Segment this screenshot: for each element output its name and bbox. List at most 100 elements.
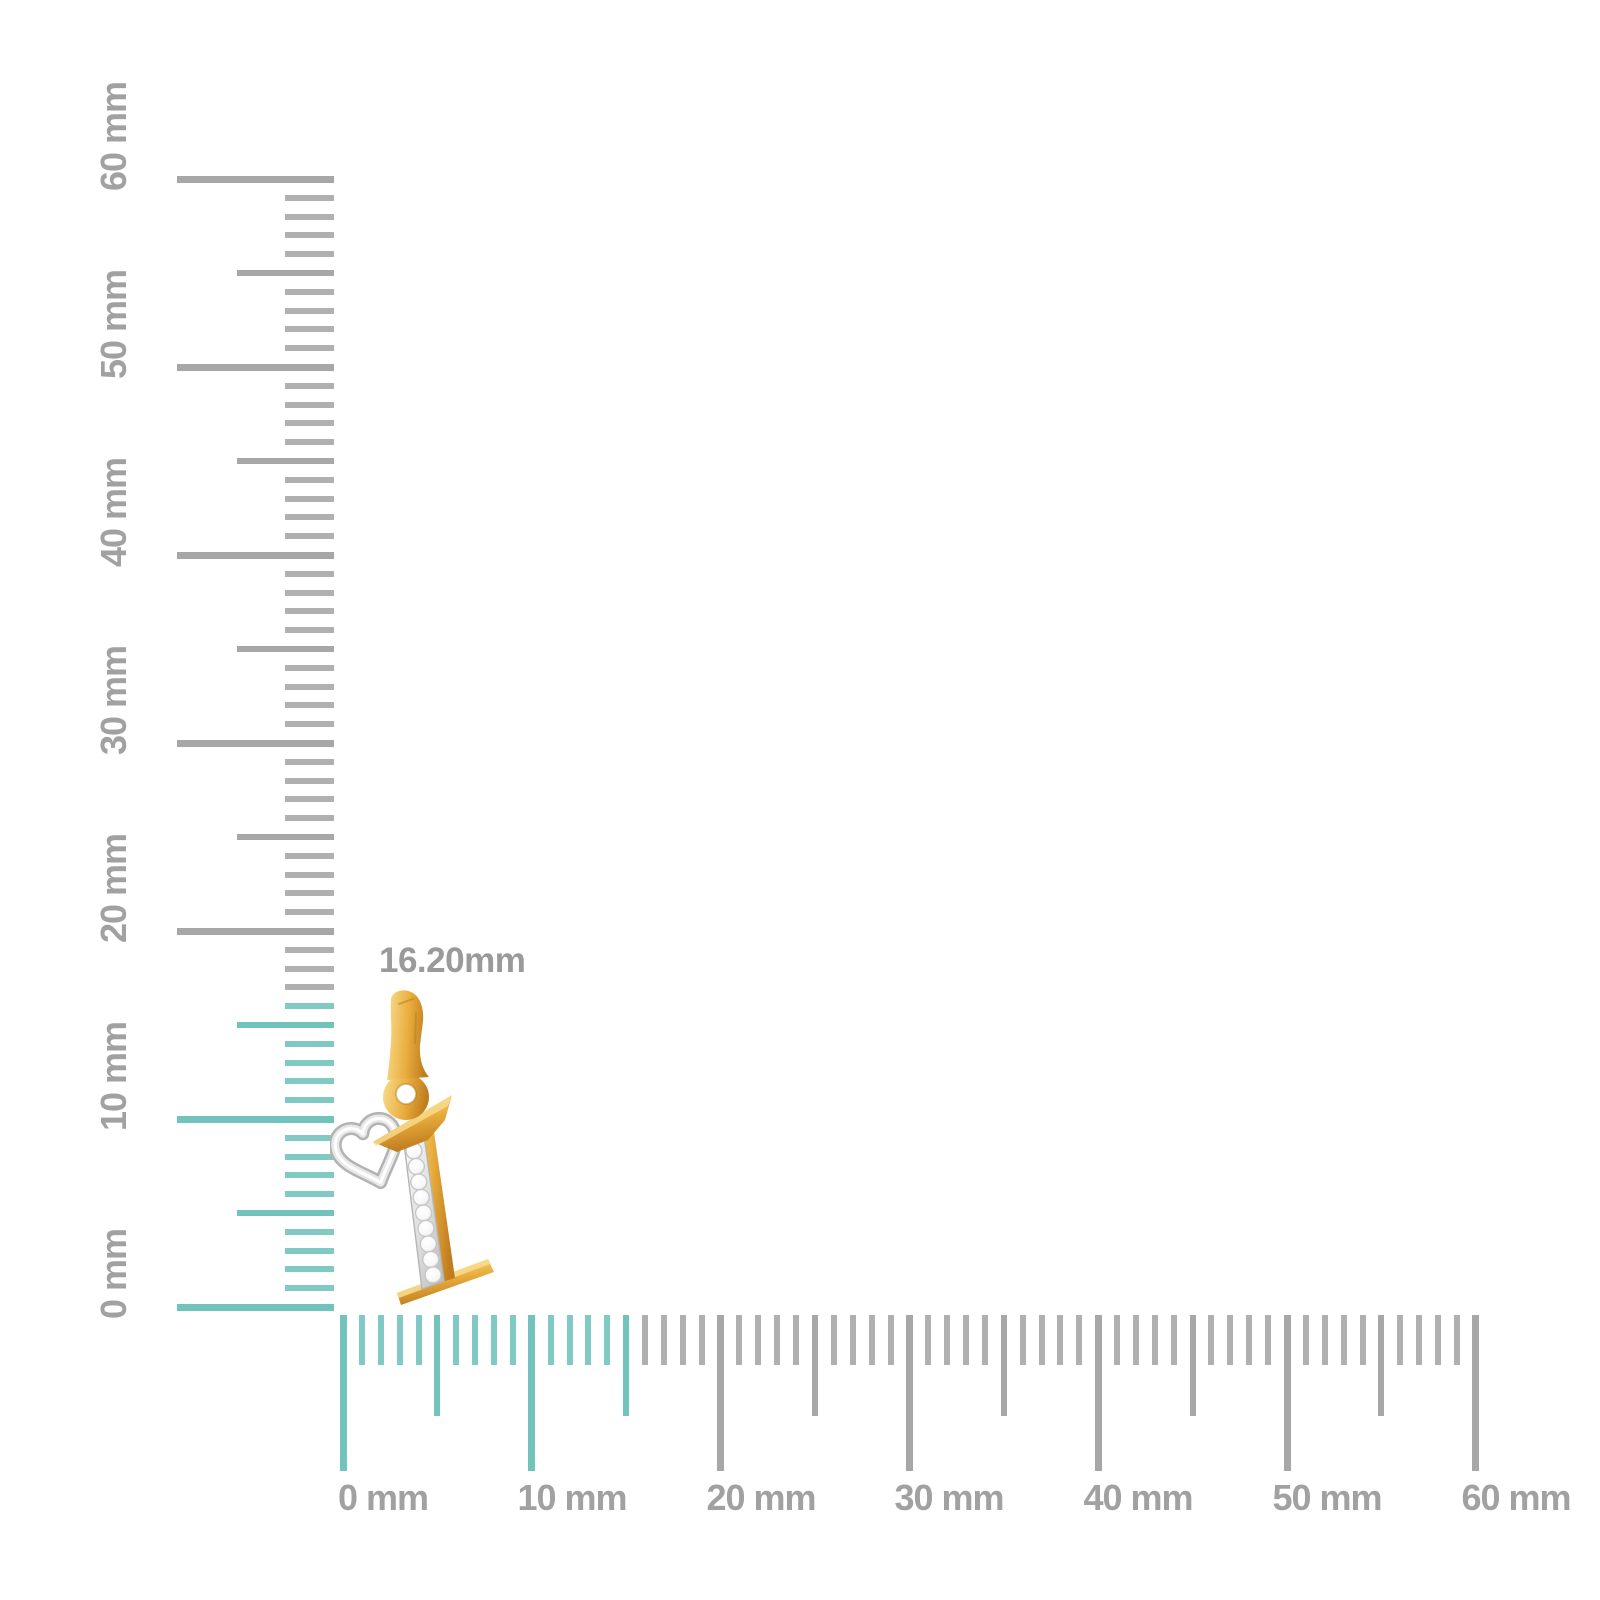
- vertical-ruler-label: 30 mm: [93, 645, 134, 755]
- vertical-ruler-tick: [237, 270, 334, 276]
- vertical-ruler-tick: [237, 834, 334, 840]
- horizontal-ruler-tick: [944, 1315, 950, 1365]
- bail-hole-rim: [395, 1083, 417, 1105]
- vertical-ruler-tick: [285, 289, 334, 295]
- horizontal-ruler-tick: [1020, 1315, 1026, 1365]
- horizontal-ruler-tick: [1190, 1315, 1196, 1416]
- vertical-ruler-tick: [177, 552, 334, 559]
- diamond-stone: [419, 1235, 438, 1253]
- horizontal-ruler-tick: [1341, 1315, 1347, 1365]
- horizontal-ruler-label: 10 mm: [517, 1477, 627, 1518]
- horizontal-ruler-tick: [774, 1315, 780, 1365]
- horizontal-ruler-tick: [528, 1315, 535, 1471]
- horizontal-ruler-tick: [397, 1315, 403, 1365]
- vertical-ruler-label: 50 mm: [93, 269, 134, 379]
- horizontal-ruler-tick: [1472, 1315, 1479, 1471]
- horizontal-ruler-tick: [661, 1315, 667, 1365]
- vertical-ruler-tick: [177, 740, 334, 747]
- vertical-ruler-label: 0 mm: [93, 1228, 134, 1319]
- vertical-ruler-tick: [285, 195, 334, 201]
- horizontal-ruler-tick: [604, 1315, 610, 1365]
- horizontal-ruler-tick: [869, 1315, 875, 1365]
- horizontal-ruler-tick: [1001, 1315, 1007, 1416]
- vertical-ruler-tick: [285, 383, 334, 389]
- vertical-ruler-tick: [285, 1154, 334, 1160]
- horizontal-ruler-tick: [888, 1315, 894, 1365]
- vertical-ruler-tick: [177, 176, 334, 183]
- vertical-ruler-label: 40 mm: [93, 457, 134, 567]
- vertical-ruler-tick: [285, 1078, 334, 1084]
- vertical-ruler-tick: [285, 232, 334, 238]
- vertical-ruler-tick: [285, 796, 334, 802]
- vertical-ruler-tick: [237, 458, 334, 464]
- vertical-ruler-tick: [177, 1304, 334, 1311]
- horizontal-ruler-tick: [793, 1315, 799, 1365]
- horizontal-ruler-tick: [1416, 1315, 1422, 1365]
- vertical-ruler-tick: [285, 514, 334, 520]
- vertical-ruler-tick: [285, 1097, 334, 1103]
- vertical-ruler-tick: [285, 1003, 334, 1009]
- horizontal-ruler-tick: [1208, 1315, 1214, 1365]
- vertical-ruler-label: 10 mm: [93, 1021, 134, 1131]
- vertical-ruler-tick: [285, 1229, 334, 1235]
- horizontal-ruler-tick: [491, 1315, 497, 1365]
- vertical-ruler-tick: [285, 1135, 334, 1141]
- vertical-ruler-tick: [285, 721, 334, 727]
- vertical-ruler-tick: [285, 665, 334, 671]
- pendant-photo: [330, 990, 494, 1305]
- vertical-ruler-tick: [285, 947, 334, 953]
- horizontal-ruler-tick: [680, 1315, 686, 1365]
- horizontal-ruler-tick: [1095, 1315, 1102, 1471]
- heart-outline-accent: [330, 1112, 403, 1190]
- vertical-ruler-tick: [285, 308, 334, 314]
- vertical-ruler-tick: [285, 251, 334, 257]
- vertical-ruler-tick: [285, 214, 334, 220]
- horizontal-ruler-tick: [340, 1315, 347, 1471]
- vertical-ruler-tick: [285, 345, 334, 351]
- horizontal-ruler-tick: [1227, 1315, 1233, 1365]
- horizontal-ruler-tick: [453, 1315, 459, 1365]
- vertical-ruler-tick: [285, 590, 334, 596]
- vertical-ruler-tick: [285, 571, 334, 577]
- horizontal-ruler-label: 30 mm: [894, 1477, 1004, 1518]
- horizontal-ruler-tick: [1378, 1315, 1384, 1416]
- diamond-stone: [407, 1157, 426, 1176]
- horizontal-ruler-label: 0 mm: [337, 1477, 429, 1518]
- horizontal-ruler-label: 60 mm: [1461, 1477, 1571, 1518]
- vertical-ruler-tick: [285, 627, 334, 633]
- diamond-stone: [412, 1188, 430, 1207]
- pendant-bail: [383, 990, 429, 1120]
- vertical-ruler-tick: [285, 684, 334, 690]
- horizontal-ruler-tick: [434, 1315, 440, 1416]
- horizontal-ruler-tick: [1435, 1315, 1441, 1365]
- horizontal-ruler-tick: [548, 1315, 554, 1365]
- vertical-ruler-tick: [177, 928, 334, 935]
- letter-i-top-serif-highlight: [373, 1095, 452, 1146]
- horizontal-ruler-tick: [982, 1315, 988, 1365]
- horizontal-ruler-tick: [1133, 1315, 1139, 1365]
- horizontal-ruler-tick: [755, 1315, 761, 1365]
- horizontal-ruler-tick: [1322, 1315, 1328, 1365]
- horizontal-ruler-tick: [963, 1315, 969, 1365]
- horizontal-ruler-tick: [831, 1315, 837, 1365]
- letter-i: [373, 1095, 494, 1305]
- bail-facet-line: [398, 998, 417, 1044]
- vertical-ruler-tick: [285, 533, 334, 539]
- vertical-ruler-tick: [285, 1060, 334, 1066]
- horizontal-ruler-tick: [1114, 1315, 1120, 1365]
- vertical-ruler-tick: [285, 439, 334, 445]
- horizontal-ruler-tick: [1284, 1315, 1291, 1471]
- horizontal-ruler-tick: [585, 1315, 591, 1365]
- vertical-ruler-tick: [285, 966, 334, 972]
- horizontal-ruler-tick: [1057, 1315, 1063, 1365]
- vertical-ruler-tick: [285, 326, 334, 332]
- horizontal-ruler-tick: [699, 1315, 705, 1365]
- diamond-stone: [414, 1204, 433, 1222]
- horizontal-ruler-tick: [1454, 1315, 1460, 1365]
- horizontal-ruler-tick: [378, 1315, 384, 1365]
- vertical-ruler-tick: [285, 702, 334, 708]
- horizontal-ruler-tick: [642, 1315, 648, 1365]
- horizontal-ruler-label: 50 mm: [1272, 1477, 1382, 1518]
- bail-hole: [396, 1084, 416, 1104]
